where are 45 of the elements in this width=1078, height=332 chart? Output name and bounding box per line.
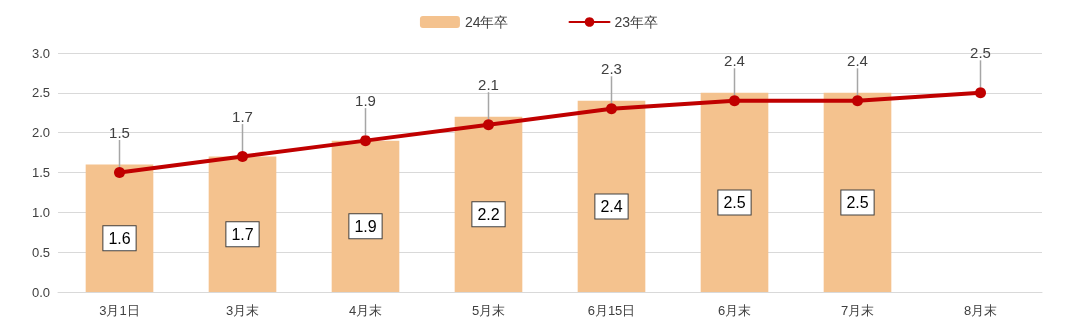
legend-label: 24年卒 <box>464 14 509 30</box>
y-tick-label: 0.5 <box>31 244 50 260</box>
x-tick-label: 4月末 <box>348 303 383 318</box>
y-tick-label: 2.5 <box>31 85 50 101</box>
point <box>729 95 740 107</box>
data-label: 2.1 <box>478 76 499 94</box>
data-label: 2.4 <box>724 52 745 70</box>
point <box>114 167 125 178</box>
y-tick-label: 0.0 <box>31 284 50 300</box>
bar <box>331 140 400 292</box>
data-label: 1.6 <box>108 229 131 247</box>
point <box>852 95 863 107</box>
bar <box>577 100 646 292</box>
data-label: 2.5 <box>723 193 746 211</box>
data-label: 2.5 <box>846 193 869 211</box>
legend-label: 23年卒 <box>614 14 659 30</box>
data-label: 1.7 <box>232 108 253 126</box>
y-tick-label: 1.5 <box>31 165 50 180</box>
x-tick-label: 6月末 <box>717 303 752 318</box>
bar <box>823 92 892 292</box>
point <box>606 103 617 115</box>
point <box>483 119 494 131</box>
x-tick-label: 3月末 <box>225 303 260 318</box>
data-label: 2.5 <box>970 44 991 62</box>
y-tick-label: 1.0 <box>31 204 50 220</box>
data-label: 2.4 <box>600 197 623 215</box>
y-tick-label: 3.0 <box>31 45 50 61</box>
data-label: 1.5 <box>109 124 130 141</box>
data-label: 2.2 <box>477 205 500 223</box>
data-label: 2.3 <box>601 60 622 78</box>
point <box>237 151 248 163</box>
x-tick-label: 8月末 <box>963 303 998 318</box>
point <box>975 87 986 99</box>
data-label: 2.4 <box>847 52 868 70</box>
x-tick-label: 6月15日 <box>587 303 636 318</box>
data-label: 1.9 <box>355 92 376 110</box>
data-label: 1.7 <box>231 225 254 243</box>
bar <box>454 116 523 292</box>
y-tick-label: 2.0 <box>31 125 50 141</box>
bar <box>700 92 769 292</box>
x-tick-label: 7月末 <box>840 303 875 318</box>
x-tick-label: 5月末 <box>471 303 506 318</box>
x-tick-label: 3月1日 <box>99 303 140 318</box>
point <box>360 135 371 147</box>
data-label: 1.9 <box>354 217 377 235</box>
